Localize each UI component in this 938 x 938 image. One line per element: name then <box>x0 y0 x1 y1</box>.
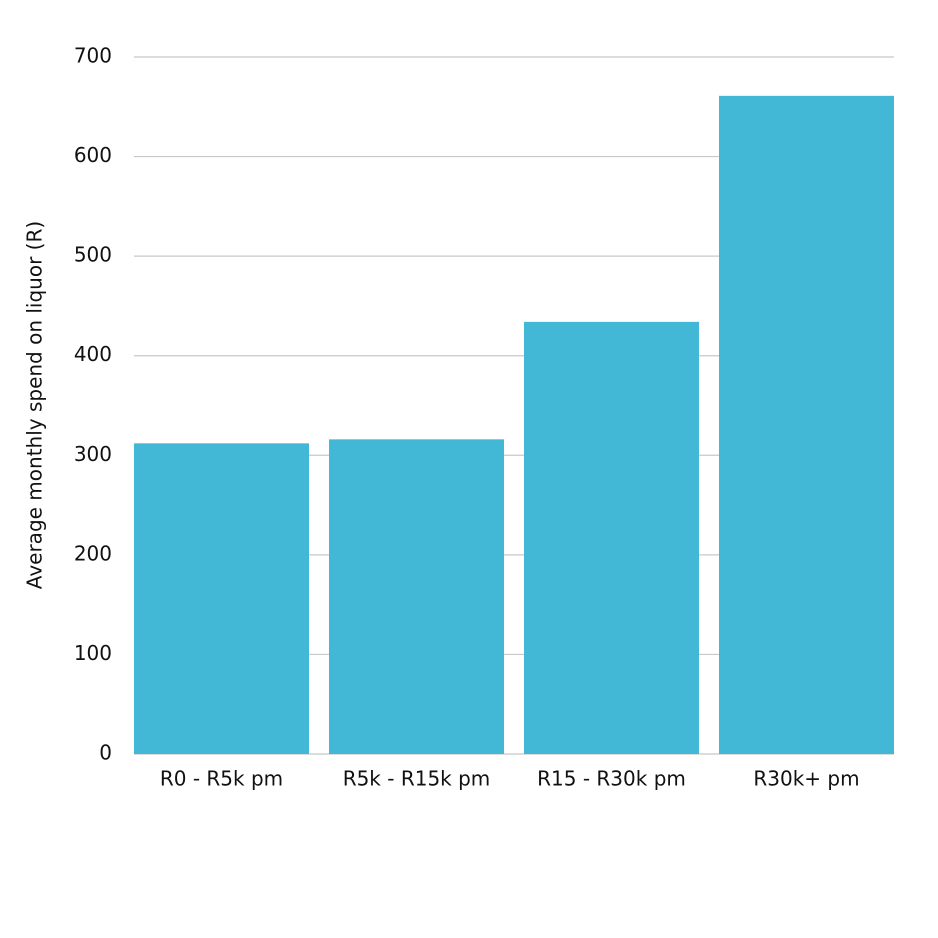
x-tick-label: R15 - R30k pm <box>537 767 686 791</box>
bar <box>719 95 894 754</box>
y-tick-label: 200 <box>74 541 112 565</box>
y-axis-title: Average monthly spend on liquor (R) <box>23 221 47 589</box>
y-tick-label: 700 <box>74 44 112 68</box>
y-tick-label: 300 <box>74 442 112 466</box>
bar <box>524 321 699 754</box>
x-tick-label: R5k - R15k pm <box>343 767 491 791</box>
y-tick-label: 500 <box>74 243 112 267</box>
bar <box>329 439 504 754</box>
y-tick-label: 0 <box>99 741 112 765</box>
bar <box>134 443 309 754</box>
y-tick-label: 600 <box>74 143 112 167</box>
y-tick-label: 400 <box>74 342 112 366</box>
y-tick-label: 100 <box>74 641 112 665</box>
x-tick-label: R0 - R5k pm <box>160 767 283 791</box>
x-tick-label: R30k+ pm <box>753 767 859 791</box>
